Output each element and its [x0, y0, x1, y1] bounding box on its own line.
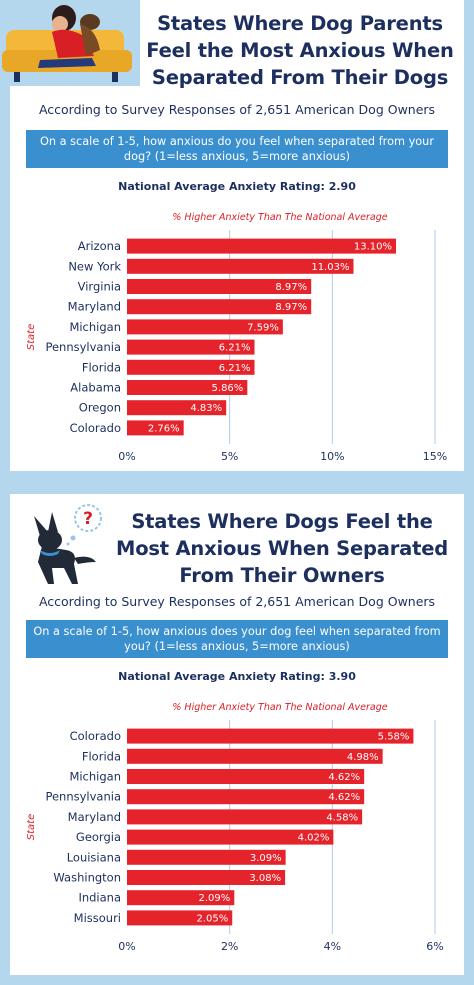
x-tick-label: 10%: [320, 450, 344, 463]
bar-value-label: 4.83%: [190, 403, 222, 414]
bar-value-label: 5.86%: [212, 383, 244, 394]
bar-value-label: 5.58%: [378, 732, 410, 743]
bar: [127, 238, 396, 254]
category-label: Michigan: [69, 770, 121, 784]
bar-value-label: 2.76%: [148, 423, 180, 434]
national-average: National Average Anxiety Rating: 2.90: [118, 180, 356, 193]
category-label: Michigan: [69, 320, 121, 334]
bar-chart: % Higher Anxiety Than The National Avera…: [26, 212, 447, 463]
category-label: Indiana: [78, 891, 121, 905]
x-tick-label: 2%: [221, 940, 238, 953]
national-average: National Average Anxiety Rating: 3.90: [118, 670, 356, 683]
bar-value-label: 6.21%: [219, 343, 251, 354]
svg-text:?: ?: [83, 509, 93, 529]
category-label: Georgia: [76, 830, 121, 844]
bar: [127, 809, 363, 825]
bar: [127, 279, 312, 294]
bar: [127, 299, 312, 315]
bar-value-label: 4.58%: [326, 812, 358, 823]
person-on-couch-illustration: [0, 0, 140, 86]
y-axis-title: State: [26, 814, 37, 840]
category-label: Pennsylvania: [45, 340, 121, 354]
category-label: Louisiana: [67, 850, 121, 864]
bar: [127, 420, 184, 436]
bar: [127, 400, 227, 416]
bar-value-label: 2.09%: [199, 893, 231, 904]
x-tick-label: 5%: [221, 450, 238, 463]
category-label: Missouri: [74, 911, 121, 925]
bar-value-label: 2.05%: [196, 913, 228, 924]
bar: [127, 258, 354, 274]
dog-question-illustration: ?: [34, 504, 102, 584]
x-tick-label: 0%: [118, 940, 135, 953]
x-tick-label: 0%: [118, 450, 135, 463]
category-label: Florida: [82, 360, 121, 374]
bar: [127, 769, 365, 784]
survey-question: On a scale of 1-5, how anxious does your…: [26, 620, 448, 658]
category-label: Alabama: [70, 381, 121, 395]
bar-value-label: 4.02%: [298, 833, 330, 844]
bar-value-label: 4.62%: [328, 772, 360, 783]
panel-owner-anxiety: States Where Dog Parents Feel the Most A…: [0, 0, 464, 471]
category-label: Maryland: [68, 810, 121, 824]
bar: [127, 339, 255, 355]
category-label: Virginia: [78, 280, 121, 294]
category-label: Pennsylvania: [45, 790, 121, 804]
bar-value-label: 11.03%: [311, 262, 349, 273]
bar-value-label: 6.21%: [219, 363, 251, 374]
x-axis-title: % Higher Anxiety Than The National Avera…: [172, 212, 387, 223]
bar: [127, 359, 255, 375]
bar-value-label: 8.97%: [275, 302, 307, 313]
chart-title: States Where Dogs Feel the Most Anxious …: [116, 510, 448, 587]
bar: [127, 789, 365, 805]
bar: [127, 380, 248, 395]
bar: [127, 849, 286, 865]
bar: [127, 728, 414, 744]
category-label: Colorado: [70, 421, 121, 435]
bar-value-label: 13.10%: [354, 242, 392, 253]
bar-value-label: 7.59%: [247, 322, 279, 333]
bar-value-label: 4.62%: [328, 792, 360, 803]
y-axis-title: State: [26, 324, 37, 350]
bar-chart: % Higher Anxiety Than The National Avera…: [26, 702, 444, 953]
category-label: Arizona: [78, 239, 121, 253]
bar-value-label: 8.97%: [275, 282, 307, 293]
bar: [127, 319, 283, 335]
x-tick-label: 15%: [423, 450, 447, 463]
x-tick-label: 4%: [324, 940, 341, 953]
category-label: Maryland: [68, 300, 121, 314]
category-label: New York: [68, 259, 121, 273]
category-label: Oregon: [79, 401, 121, 415]
x-axis-title: % Higher Anxiety Than The National Avera…: [172, 702, 387, 713]
category-label: Washington: [53, 871, 121, 885]
bar-value-label: 4.98%: [347, 752, 379, 763]
chart-title: States Where Dog Parents Feel the Most A…: [146, 12, 454, 89]
bar: [127, 910, 233, 926]
bar: [127, 829, 334, 845]
bar-value-label: 3.08%: [249, 873, 281, 884]
panel-dog-anxiety: ? States Where Dogs Feel the Most Anxiou…: [10, 494, 464, 975]
bar: [127, 890, 235, 906]
bar-value-label: 3.09%: [250, 853, 282, 864]
category-label: Florida: [82, 749, 121, 763]
chart-subtitle: According to Survey Responses of 2,651 A…: [38, 102, 436, 117]
bar: [127, 870, 286, 885]
chart-subtitle: According to Survey Responses of 2,651 A…: [38, 594, 436, 609]
survey-question: On a scale of 1-5, how anxious do you fe…: [26, 130, 448, 168]
category-label: Colorado: [70, 729, 121, 743]
bar: [127, 748, 383, 764]
x-tick-label: 6%: [426, 940, 443, 953]
